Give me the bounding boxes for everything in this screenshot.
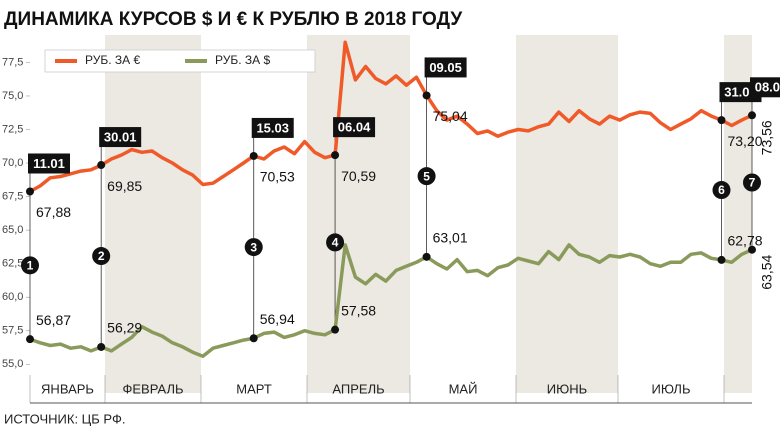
value-label: 56,94 <box>260 311 295 327</box>
y-tick-label: 65,0 <box>2 224 23 236</box>
date-box <box>99 127 142 148</box>
point <box>422 252 431 261</box>
y-tick-label: 62,5 <box>2 258 23 270</box>
marker-circle <box>743 173 761 192</box>
marker-circle <box>326 233 345 252</box>
y-tick-label: 67,5 <box>2 190 23 202</box>
date-label: 08.08 <box>755 80 780 95</box>
date-label: 15.03 <box>256 120 289 135</box>
x-tick-label: МАЙ <box>449 381 478 396</box>
marker-number: 3 <box>250 240 257 254</box>
marker-circle <box>712 181 731 200</box>
date-label: 06.04 <box>338 120 371 135</box>
legend-label: РУБ. ЗА $ <box>215 53 270 67</box>
y-tick-label: 77,5 <box>2 56 23 68</box>
point <box>748 111 756 120</box>
x-tick-label: ИЮНЬ <box>547 381 587 396</box>
value-label: 63,54 <box>759 255 775 290</box>
point <box>331 325 340 334</box>
marker-circle <box>21 256 39 275</box>
value-label: 63,01 <box>433 230 468 246</box>
month-band <box>307 35 410 393</box>
marker-number: 7 <box>749 176 756 190</box>
value-label: 69,85 <box>107 178 142 194</box>
y-tick-label: 70,0 <box>2 157 23 169</box>
point <box>422 91 431 100</box>
date-box <box>424 57 467 78</box>
marker-number: 5 <box>423 169 430 183</box>
chart-title: ДИНАМИКА КУРСОВ $ И € К РУБЛЮ В 2018 ГОД… <box>4 9 462 30</box>
legend-box <box>44 49 316 73</box>
y-tick-label: 60,0 <box>2 291 23 303</box>
date-box <box>333 117 376 138</box>
value-label: 56,87 <box>36 312 71 328</box>
value-label: 75,04 <box>433 108 468 124</box>
date-label: 30.01 <box>104 129 137 144</box>
y-tick-label: 55,0 <box>2 358 23 370</box>
x-tick-label: АПРЕЛЬ <box>332 381 384 396</box>
value-label: 57,58 <box>341 302 376 318</box>
marker-circle <box>92 247 111 266</box>
date-label: 09.05 <box>429 60 462 75</box>
point <box>717 116 726 125</box>
x-tick-label: ФЕВРАЛЬ <box>122 381 183 396</box>
marker-circle <box>244 238 263 257</box>
marker-circle <box>417 167 436 186</box>
marker-number: 4 <box>332 236 339 250</box>
date-box <box>251 117 294 138</box>
x-tick-label: ЯНВАРЬ <box>41 381 94 396</box>
value-label: 73,56 <box>759 120 775 155</box>
value-label: 70,59 <box>341 168 376 184</box>
date-label: 31.07 <box>724 85 757 100</box>
series-line <box>29 40 753 194</box>
y-tick-label: 75,0 <box>2 90 23 102</box>
point <box>331 151 340 160</box>
source: ИСТОЧНИК: ЦБ РФ. <box>4 411 125 426</box>
marker-number: 2 <box>98 249 105 263</box>
point <box>97 161 106 170</box>
month-band <box>516 35 618 393</box>
value-label: 56,29 <box>107 320 142 336</box>
point <box>26 335 34 344</box>
value-label: 73,20 <box>727 133 762 149</box>
date-box <box>750 77 780 98</box>
series-line <box>29 243 753 358</box>
marker-number: 6 <box>718 183 725 197</box>
point <box>249 334 258 343</box>
x-tick-label: МАРТ <box>236 381 272 396</box>
value-label: 70,53 <box>260 169 295 185</box>
y-tick-label: 72,5 <box>2 123 23 135</box>
point <box>97 342 106 351</box>
point <box>717 255 726 264</box>
date-label: 11.01 <box>33 156 65 171</box>
x-tick-label: ИЮЛЬ <box>652 381 691 396</box>
month-band <box>105 35 201 393</box>
point <box>26 187 34 196</box>
value-label: 67,88 <box>36 204 71 220</box>
point <box>748 245 756 254</box>
marker-number: 1 <box>27 259 34 273</box>
date-box <box>28 153 70 174</box>
y-tick-label: 57,5 <box>2 325 23 337</box>
point <box>249 151 258 160</box>
value-label: 62,78 <box>727 233 762 249</box>
legend-label: РУБ. ЗА € <box>85 53 140 67</box>
